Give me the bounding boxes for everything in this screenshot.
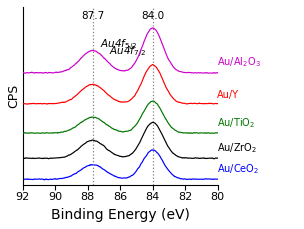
X-axis label: Binding Energy (eV): Binding Energy (eV) bbox=[51, 208, 190, 222]
Text: Au4f$_{7/2}$: Au4f$_{7/2}$ bbox=[109, 45, 146, 60]
Text: Au/ZrO$_2$: Au/ZrO$_2$ bbox=[217, 141, 257, 155]
Text: 84.0: 84.0 bbox=[141, 11, 164, 21]
Text: Au4f$_{5/2}$: Au4f$_{5/2}$ bbox=[100, 38, 137, 53]
Text: Au/Y: Au/Y bbox=[217, 90, 239, 100]
Text: 87.7: 87.7 bbox=[81, 11, 104, 21]
Text: Au/CeO$_2$: Au/CeO$_2$ bbox=[217, 162, 259, 176]
Text: Au/TiO$_2$: Au/TiO$_2$ bbox=[217, 116, 255, 130]
Y-axis label: CPS: CPS bbox=[7, 84, 20, 108]
Text: Au/Al$_2$O$_3$: Au/Al$_2$O$_3$ bbox=[217, 56, 261, 69]
